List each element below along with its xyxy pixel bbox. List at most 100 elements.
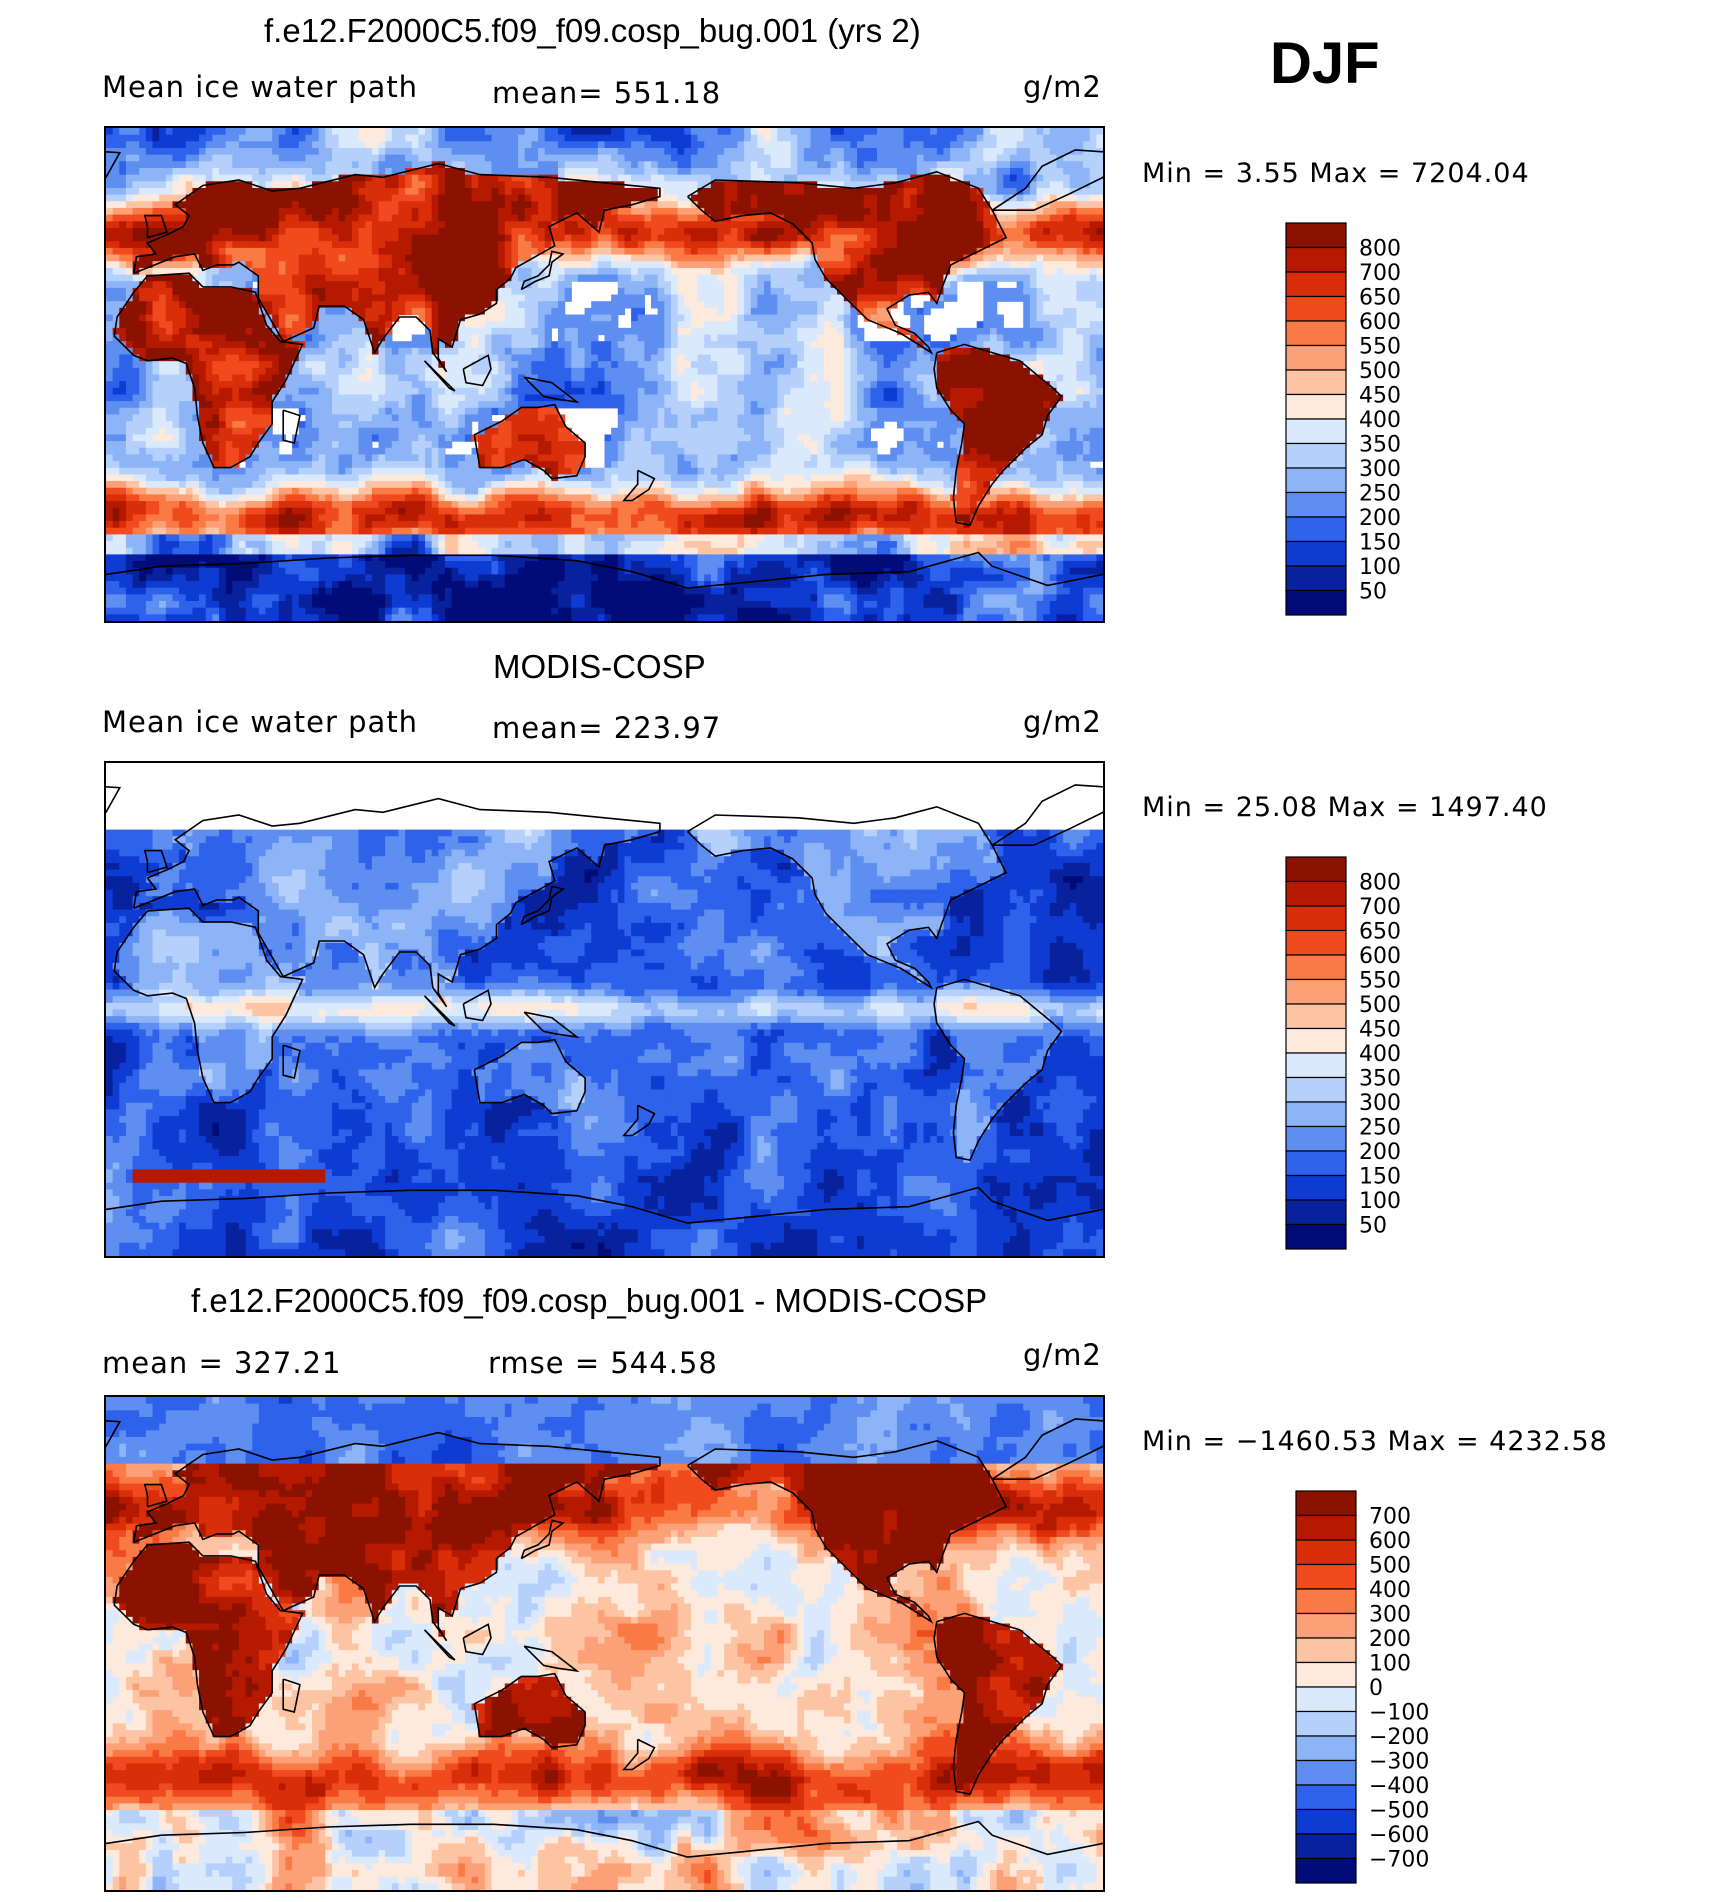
field-cell bbox=[331, 341, 340, 349]
field-cell bbox=[179, 147, 187, 156]
field-cell bbox=[398, 221, 406, 229]
field-cell bbox=[943, 294, 951, 302]
field-cell bbox=[464, 174, 473, 182]
field-cell bbox=[577, 321, 586, 329]
field-cell bbox=[431, 207, 439, 216]
field-cell bbox=[651, 327, 659, 336]
field-cell bbox=[1029, 334, 1038, 342]
field-cell bbox=[777, 274, 785, 282]
field-cell bbox=[996, 321, 1004, 329]
field-cell bbox=[557, 341, 566, 349]
field-cell bbox=[172, 301, 180, 309]
field-cell bbox=[544, 207, 552, 216]
field-cell bbox=[438, 307, 446, 316]
field-cell bbox=[272, 194, 280, 202]
field-cell bbox=[670, 207, 679, 216]
field-cell bbox=[471, 234, 479, 242]
field-cell bbox=[471, 334, 479, 342]
field-cell bbox=[438, 294, 446, 302]
field-cell bbox=[511, 207, 519, 216]
field-cell bbox=[218, 154, 227, 162]
field-cell bbox=[996, 167, 1004, 176]
field-cell bbox=[936, 301, 945, 309]
field-cell bbox=[990, 327, 998, 336]
field-cell bbox=[511, 301, 519, 309]
field-cell bbox=[617, 301, 626, 309]
field-cell bbox=[345, 321, 353, 329]
field-cell bbox=[1036, 187, 1044, 196]
field-cell bbox=[910, 141, 918, 149]
field-cell bbox=[1016, 161, 1024, 169]
field-cell bbox=[744, 154, 752, 162]
field-cell bbox=[238, 147, 247, 156]
field-cell bbox=[1003, 347, 1011, 356]
field-cell bbox=[278, 261, 287, 269]
field-cell bbox=[890, 347, 898, 356]
field-cell bbox=[218, 214, 227, 222]
field-cell bbox=[996, 128, 1004, 136]
field-cell bbox=[1036, 247, 1044, 256]
field-cell bbox=[192, 128, 200, 136]
field-cell bbox=[704, 214, 712, 222]
field-cell bbox=[584, 181, 592, 189]
field-cell bbox=[471, 187, 479, 196]
field-cell bbox=[139, 141, 147, 149]
field-cell bbox=[305, 307, 313, 316]
field-cell bbox=[159, 267, 167, 276]
field-cell bbox=[245, 321, 253, 329]
field-cell bbox=[405, 261, 413, 269]
field-cell bbox=[538, 154, 546, 162]
field-cell bbox=[125, 314, 134, 322]
field-cell bbox=[724, 227, 732, 236]
field-cell bbox=[285, 281, 293, 289]
field-cell bbox=[258, 128, 267, 136]
field-cell bbox=[511, 201, 519, 209]
field-cell bbox=[504, 321, 513, 329]
field-cell bbox=[1063, 307, 1071, 316]
field-cell bbox=[331, 281, 340, 289]
field-cell bbox=[238, 161, 247, 169]
field-cell bbox=[358, 261, 366, 269]
field-cell bbox=[690, 181, 699, 189]
field-cell bbox=[265, 241, 273, 249]
field-cell bbox=[112, 147, 120, 156]
field-cell bbox=[830, 227, 838, 236]
field-cell bbox=[883, 161, 891, 169]
field-cell bbox=[464, 254, 473, 262]
field-cell bbox=[125, 354, 134, 362]
field-cell bbox=[1063, 227, 1071, 236]
field-cell bbox=[265, 194, 273, 202]
field-cell bbox=[704, 267, 712, 276]
field-cell bbox=[1023, 207, 1031, 216]
field-cell bbox=[830, 187, 838, 196]
field-cell bbox=[425, 141, 433, 149]
field-cell bbox=[292, 141, 300, 149]
field-cell bbox=[1089, 214, 1097, 222]
field-cell bbox=[890, 154, 898, 162]
field-cell bbox=[790, 254, 798, 262]
field-cell bbox=[690, 301, 699, 309]
field-cell bbox=[730, 301, 739, 309]
field-cell bbox=[159, 141, 167, 149]
field-cell bbox=[750, 194, 758, 202]
field-cell bbox=[478, 161, 486, 169]
field-cell bbox=[444, 134, 453, 142]
field-cell bbox=[651, 214, 659, 222]
field-cell bbox=[1089, 201, 1097, 209]
field-cell bbox=[498, 241, 506, 249]
field-cell bbox=[631, 207, 639, 216]
field-cell bbox=[538, 241, 546, 249]
field-cell bbox=[252, 254, 260, 262]
field-cell bbox=[119, 281, 127, 289]
field-cell bbox=[790, 134, 798, 142]
field-cell bbox=[877, 267, 885, 276]
field-cell bbox=[139, 167, 147, 176]
field-cell bbox=[637, 234, 645, 242]
field-cell bbox=[690, 314, 699, 322]
field-cell bbox=[896, 187, 905, 196]
field-cell bbox=[1049, 347, 1058, 356]
field-cell bbox=[1069, 334, 1078, 342]
field-cell bbox=[557, 327, 566, 336]
field-cell bbox=[258, 314, 267, 322]
field-cell bbox=[179, 254, 187, 262]
